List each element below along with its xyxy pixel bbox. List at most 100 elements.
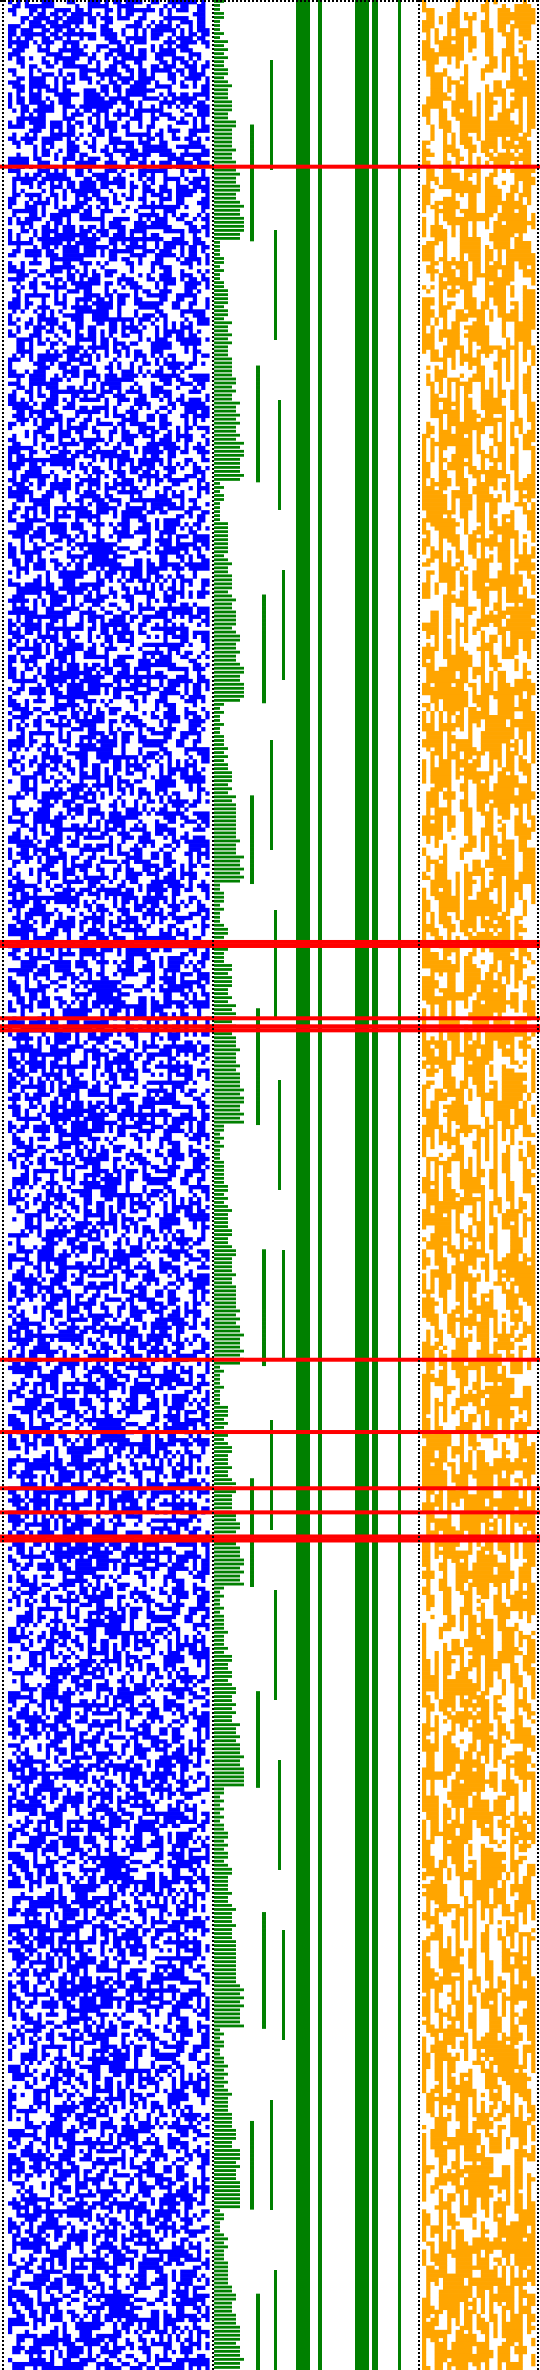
pixel-run	[96, 867, 105, 872]
pixel-run	[138, 72, 147, 77]
pixel-run	[20, 265, 25, 270]
pixel-run	[96, 486, 101, 491]
pixel-run	[29, 353, 34, 358]
pixel-run	[50, 1474, 55, 1479]
pixel-run	[92, 783, 113, 788]
pixel-run	[142, 650, 164, 656]
pixel-run	[54, 8, 71, 13]
pixel-run	[54, 1506, 59, 1511]
pixel-run	[171, 80, 176, 85]
pixel-run	[180, 168, 185, 174]
pixel-run	[62, 76, 67, 81]
pixel-run	[8, 1638, 21, 1644]
pixel-run	[184, 1253, 193, 1258]
pixel-run	[96, 120, 101, 125]
pixel-run	[8, 80, 21, 85]
pixel-run	[41, 863, 55, 868]
pixel-run	[150, 389, 172, 394]
pixel-run	[41, 224, 50, 230]
pixel-run	[108, 1048, 118, 1053]
pixel-run	[104, 474, 109, 479]
pixel-run	[62, 1349, 67, 1355]
pixel-run	[197, 735, 202, 740]
pixel-run	[87, 819, 92, 824]
pixel-run	[50, 184, 63, 190]
pixel-run	[29, 385, 34, 390]
pixel-run	[197, 4, 206, 9]
pixel-run	[62, 1422, 71, 1427]
pixel-run	[50, 598, 67, 603]
pixel-run	[66, 767, 76, 772]
pixel-run	[201, 887, 210, 893]
pixel-run	[83, 1385, 101, 1391]
pixel-run	[150, 20, 155, 25]
pixel-run	[16, 1622, 21, 1628]
pixel-run	[75, 449, 88, 455]
pixel-run	[24, 1602, 34, 1608]
pixel-run	[205, 1369, 210, 1375]
pixel-run	[159, 694, 168, 700]
pixel-run	[37, 317, 59, 322]
pixel-run	[205, 60, 210, 65]
pixel-run	[197, 1458, 202, 1463]
pixel-run	[33, 40, 38, 45]
pixel-run	[79, 76, 92, 81]
pixel-run	[83, 445, 92, 451]
pixel-run	[192, 60, 197, 65]
pixel-run	[184, 257, 202, 262]
pixel-run	[205, 1197, 210, 1202]
pixel-run	[8, 401, 29, 407]
pixel-run	[100, 253, 105, 258]
pixel-run	[58, 449, 71, 455]
pixel-run	[155, 490, 160, 495]
pixel-run	[167, 1438, 189, 1443]
pixel-run	[54, 1526, 59, 1531]
pixel-run	[8, 779, 13, 784]
pixel-run	[96, 393, 105, 398]
pixel-run	[146, 176, 155, 182]
pixel-run	[41, 1032, 46, 1037]
pixel-run	[171, 1494, 181, 1499]
pixel-run	[20, 891, 29, 897]
pixel-run	[66, 550, 71, 555]
pixel-run	[100, 329, 105, 334]
pixel-run	[188, 52, 202, 57]
pixel-run	[113, 1253, 143, 1258]
pixel-run	[167, 1148, 181, 1154]
pixel-run	[134, 1598, 139, 1604]
pixel-run	[113, 1546, 122, 1551]
pixel-run	[24, 1442, 38, 1447]
pixel-run	[33, 1506, 42, 1511]
pixel-run	[197, 478, 206, 483]
pixel-run	[167, 1638, 172, 1644]
pixel-run	[167, 128, 181, 133]
pixel-run	[41, 28, 50, 33]
pixel-run	[121, 715, 139, 720]
pixel-run	[171, 614, 176, 619]
pixel-run	[180, 28, 185, 33]
pixel-run	[37, 305, 50, 310]
pixel-run	[45, 1353, 55, 1359]
pixel-run	[8, 1004, 13, 1009]
pixel-run	[50, 558, 59, 563]
pixel-run	[79, 461, 84, 467]
pixel-run	[155, 369, 164, 374]
pixel-run	[50, 389, 97, 394]
pixel-run	[66, 883, 71, 889]
pixel-run	[108, 1205, 113, 1210]
pixel-run	[75, 1618, 80, 1624]
pixel-run	[16, 293, 21, 298]
pixel-run	[180, 1466, 193, 1471]
pixel-run	[16, 1618, 34, 1624]
pixel-run	[205, 1056, 210, 1061]
pixel-run	[8, 1305, 17, 1310]
pixel-run	[50, 1100, 59, 1105]
pixel-run	[155, 1245, 160, 1250]
pixel-run	[104, 441, 109, 447]
pixel-run	[197, 1209, 206, 1214]
pixel-run	[58, 1598, 80, 1604]
pixel-run	[75, 1610, 80, 1616]
pixel-run	[87, 883, 97, 889]
pixel-run	[201, 40, 210, 45]
pixel-run	[50, 409, 59, 415]
